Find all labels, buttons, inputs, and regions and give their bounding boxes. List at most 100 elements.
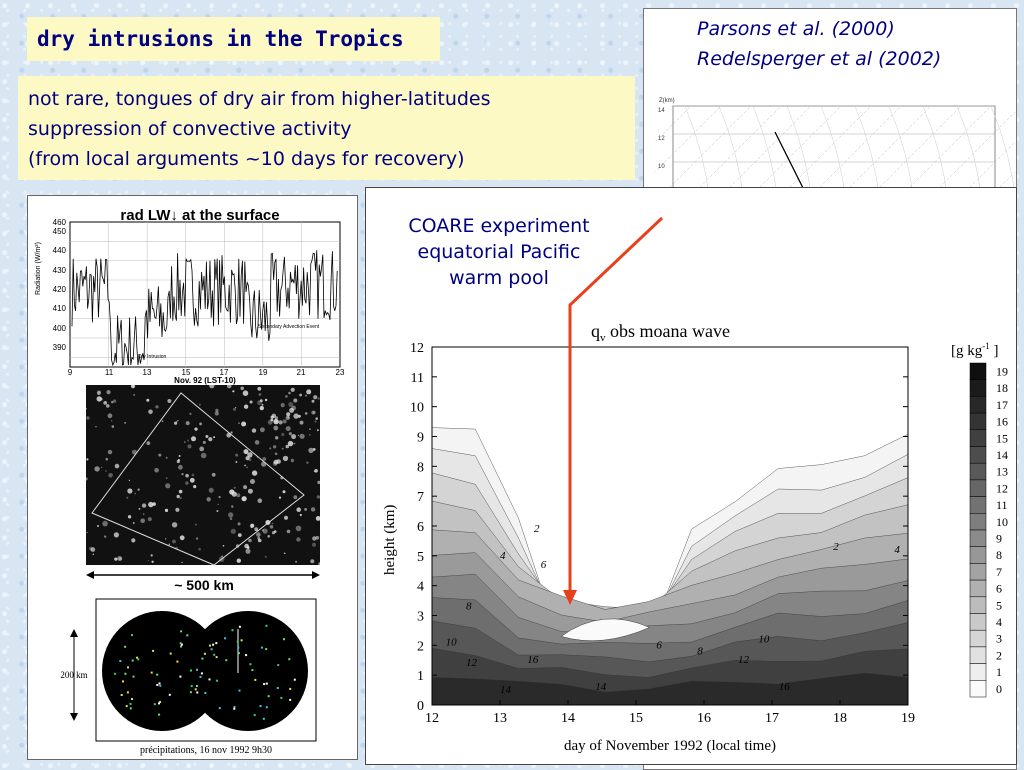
- radiation-ytick: 460: [53, 218, 67, 227]
- colorbar-label: 15: [996, 431, 1008, 445]
- contour-labels: 2 4 6 8 10 12 14 16 2 4 6 8 10 12 14 16: [446, 523, 901, 696]
- coare-line-1: COARE experiment: [408, 215, 590, 237]
- radiation-plot: rad LW↓ at the surface Radiation (W/m²) …: [35, 207, 345, 385]
- satellite-image: [86, 385, 320, 566]
- colorbar-label: 17: [996, 398, 1008, 412]
- contour-label: 6: [541, 559, 547, 571]
- colorbar-label: 1: [996, 665, 1002, 679]
- radar-precipitation-echoes: [114, 624, 296, 720]
- bullet-2: suppression of convective activity: [28, 118, 352, 140]
- radiation-ytick: 410: [53, 304, 67, 313]
- contour-label: 4: [500, 550, 506, 562]
- colorbar-label: 8: [996, 548, 1002, 562]
- satellite-domain-outline: [91, 392, 305, 566]
- radiation-ytick: 390: [53, 343, 67, 352]
- colorbar-label: 6: [996, 582, 1002, 596]
- colorbar-label: 10: [996, 515, 1008, 529]
- contour-label: 10: [446, 636, 458, 648]
- radiation-ytick: 400: [53, 324, 67, 333]
- colorbar-swatch: [969, 412, 987, 431]
- radar-scale-label: 200 km: [60, 670, 87, 680]
- colorbar-label: 2: [996, 648, 1002, 662]
- colorbar-swatch: [969, 462, 987, 481]
- coare-label: COARE experiment equatorial Pacific warm…: [373, 213, 625, 291]
- radiation-xtick: 21: [297, 368, 306, 377]
- colorbar-swatch: [969, 496, 987, 514]
- colorbar-swatch: [969, 446, 987, 464]
- contour-label: 12: [738, 654, 750, 666]
- radiation-xlabel: Nov. 92 (LST-10): [174, 376, 236, 385]
- colorbar-swatch: [969, 513, 987, 531]
- sounding-zlabel: Z(km): [659, 98, 675, 104]
- contour-xtick: 12: [425, 711, 439, 726]
- slide-title: dry intrusions in the Tropics: [27, 17, 440, 61]
- contour-label: 6: [656, 639, 662, 651]
- contour-label: 14: [500, 684, 512, 696]
- colorbar-label: 4: [996, 615, 1002, 629]
- radiation-ytick: 420: [53, 285, 67, 294]
- radiation-xtick: 19: [259, 368, 268, 377]
- colorbar-swatch: [969, 613, 987, 631]
- colorbar-swatch: [969, 680, 987, 698]
- radiation-ylabel: Radiation (W/m²): [35, 242, 42, 295]
- radiation-xtick: 11: [105, 368, 114, 377]
- contour-ytick: 12: [410, 341, 424, 356]
- contour-ytick: 6: [417, 520, 424, 535]
- contour-label: 16: [779, 681, 791, 693]
- radiation-ytick: 430: [53, 266, 67, 275]
- satellite-clouds: [86, 385, 320, 566]
- bullet-box: not rare, tongues of dry air from higher…: [18, 76, 635, 180]
- contour-fill: [431, 347, 909, 706]
- radar-figure: 200 km précipitations, 16 nov 1992 9h30: [60, 598, 317, 756]
- contour-ytick: 0: [417, 699, 424, 714]
- contour-xtick: 17: [765, 711, 779, 726]
- contour-label: 2: [833, 541, 839, 553]
- coare-line-2: equatorial Pacific: [417, 241, 581, 263]
- radar-caption: précipitations, 16 nov 1992 9h30: [140, 745, 272, 756]
- contour-xlabel: day of November 1992 (local time): [564, 738, 776, 754]
- colorbar-label: 11: [996, 498, 1008, 512]
- colorbar-label: 9: [996, 532, 1002, 546]
- colorbar-label: 3: [996, 632, 1002, 646]
- colorbar-swatch: [969, 579, 987, 598]
- colorbar-label: 18: [996, 381, 1008, 395]
- colorbar-swatch: [969, 396, 987, 414]
- reference-1: Parsons et al. (2000): [697, 18, 895, 40]
- contour-label: 2: [534, 523, 540, 535]
- colorbar-label: 16: [996, 415, 1008, 429]
- contour-label: 10: [758, 633, 770, 645]
- radiation-xtick: 17: [220, 368, 229, 377]
- contour-xtick: 13: [493, 711, 507, 726]
- contour-label: 12: [466, 657, 478, 669]
- contour-xticks: 12 13 14 15 16 17 18 19: [425, 700, 915, 726]
- contour-label: 8: [466, 601, 472, 613]
- radiation-xtick: 9: [68, 368, 73, 377]
- colorbar-swatch: [969, 529, 987, 547]
- satellite-scale-bar: ~ 500 km: [86, 571, 320, 593]
- contour-ytick: 8: [417, 460, 424, 475]
- colorbar-label: 13: [996, 465, 1008, 479]
- colorbar-swatch: [969, 546, 987, 564]
- contour-label: 4: [894, 544, 900, 556]
- radiation-line: [71, 250, 338, 367]
- radiation-xtick: 23: [336, 368, 345, 377]
- contour-ytick: 2: [417, 639, 424, 654]
- annotation-dry-intrusion: Dry Intrusion: [138, 354, 167, 360]
- sounding-ytick: 10: [658, 164, 665, 170]
- radiation-ytick: 450: [53, 227, 67, 236]
- colorbar-swatch: [969, 479, 987, 497]
- radiation-yticks: 390 400 410 420 430 440 450 460: [53, 218, 67, 352]
- satellite-background: [86, 385, 320, 565]
- reference-2: Redelsperger et al (2002): [697, 48, 942, 70]
- contour-ytick: 10: [410, 401, 424, 416]
- colorbar-label: 7: [996, 565, 1002, 579]
- sounding-ytick: 14: [658, 108, 665, 114]
- bullet-3: (from local arguments ~10 days for recov…: [28, 148, 465, 170]
- radar-circle-left: [102, 611, 222, 731]
- contour-title: qv obs moana wave: [591, 321, 730, 344]
- radiation-xtick: 15: [182, 368, 191, 377]
- annotation-secondary-advection: Secondary Advection Event: [258, 324, 320, 330]
